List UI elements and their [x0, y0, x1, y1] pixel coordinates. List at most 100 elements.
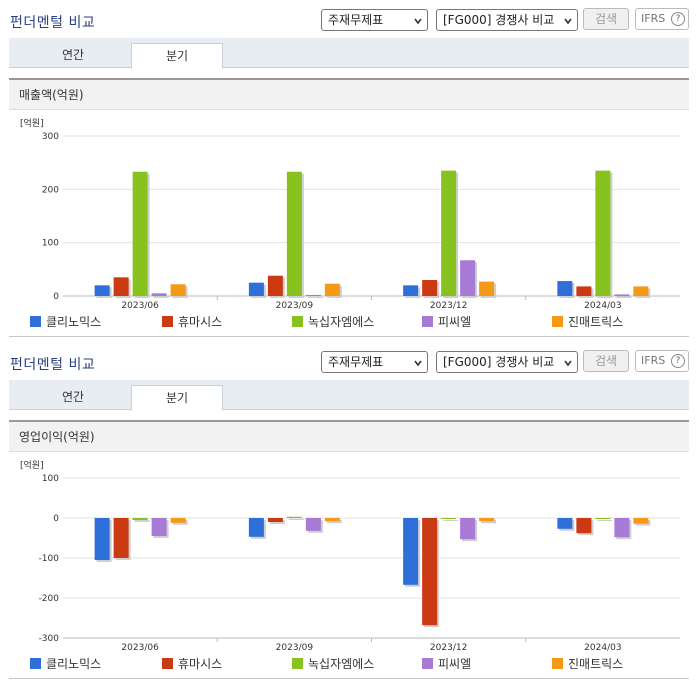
bar-shadow: [307, 296, 323, 298]
bar: [576, 518, 592, 534]
tab-quarter[interactable]: 분기: [131, 43, 223, 69]
bar: [113, 518, 129, 558]
y-tick-label: -100: [39, 554, 60, 564]
statement-select-value: 주재무제표: [328, 355, 384, 369]
legend-swatch: [552, 316, 563, 327]
ifrs-button[interactable]: IFRS ?: [635, 8, 689, 30]
divider: [9, 336, 689, 337]
bar: [595, 170, 611, 296]
legend-item[interactable]: 클리노믹스: [30, 313, 101, 329]
bar: [248, 282, 264, 296]
legend-label: 진매트릭스: [568, 657, 624, 671]
fundamental-panel-sales: 펀더멘털 비교 주재무제표 [FG000] 경쟁사 비교 검색 IFRS ? 연…: [9, 8, 689, 337]
x-tick-label: 2023/09: [276, 301, 314, 310]
legend-label: 녹십자엠에스: [308, 657, 375, 671]
x-tick-label: 2023/06: [121, 301, 159, 310]
legend-swatch: [552, 658, 563, 669]
legend-item[interactable]: 피씨엘: [422, 655, 471, 671]
statement-select[interactable]: 주재무제표: [321, 351, 428, 373]
chart-legend: 클리노믹스 휴마시스 녹십자엠에스 피씨엘 진매트릭스: [30, 655, 670, 671]
bar: [132, 518, 148, 520]
x-tick-label: 2023/09: [276, 643, 314, 652]
legend-item[interactable]: 녹십자엠에스: [292, 313, 374, 329]
operating-income-bar-chart: [억원] 100 0 -100 -200 -300 2023/06 2023/09 2023/1…: [20, 459, 680, 652]
bar: [614, 518, 630, 538]
tab-quarter[interactable]: 분기: [131, 385, 223, 411]
bar-shadow: [597, 520, 613, 521]
legend-swatch: [162, 658, 173, 669]
bar-shadow: [443, 520, 459, 521]
y-tick-label: 100: [42, 474, 59, 484]
legend-label: 피씨엘: [438, 315, 472, 329]
bar-shadow: [616, 296, 632, 298]
bar: [267, 275, 283, 296]
legend-item[interactable]: 진매트릭스: [552, 313, 623, 329]
bar: [267, 518, 283, 522]
legend-item[interactable]: 클리노믹스: [30, 655, 101, 671]
legend-swatch: [422, 316, 433, 327]
y-tick-label: 0: [53, 292, 59, 302]
bar-shadow: [153, 295, 169, 298]
fundamental-panel-operating-income: 펀더멘털 비교 주재무제표 [FG000] 경쟁사 비교 검색 IFRS ? 연…: [0, 342, 696, 684]
bar: [422, 518, 438, 626]
legend-label: 피씨엘: [438, 657, 472, 671]
bar: [460, 260, 476, 296]
bar: [633, 518, 649, 524]
period-tabs: 연간 분기: [9, 38, 689, 69]
y-tick-label: 0: [53, 514, 59, 524]
chevron-down-icon: [414, 18, 422, 25]
ifrs-label: IFRS: [641, 12, 666, 25]
peer-select[interactable]: [FG000] 경쟁사 비교: [436, 9, 578, 31]
ifrs-button[interactable]: IFRS ?: [635, 350, 689, 372]
legend-label: 진매트릭스: [568, 315, 624, 329]
legend-label: 녹십자엠에스: [308, 315, 375, 329]
unit-label: [억원]: [20, 117, 44, 129]
legend-item[interactable]: 피씨엘: [422, 313, 471, 329]
help-icon[interactable]: ?: [671, 12, 685, 26]
bar: [460, 518, 476, 540]
bar-shadow: [481, 520, 497, 524]
help-icon[interactable]: ?: [671, 354, 685, 368]
statement-select[interactable]: 주재무제표: [321, 9, 428, 31]
legend-label: 휴마시스: [178, 657, 223, 671]
x-tick-label: 2024/03: [584, 301, 621, 310]
legend-item[interactable]: 휴마시스: [162, 655, 222, 671]
chart-title: 매출액(억원): [9, 78, 689, 110]
legend-item[interactable]: 녹십자엠에스: [292, 655, 374, 671]
bar: [422, 280, 438, 296]
bar: [441, 518, 457, 519]
peer-select[interactable]: [FG000] 경쟁사 비교: [436, 351, 578, 373]
chart-legend: 클리노믹스 휴마시스 녹십자엠에스 피씨엘 진매트릭스: [30, 313, 670, 329]
legend-swatch: [30, 658, 41, 669]
bar: [170, 518, 186, 523]
y-tick-label: 200: [42, 185, 59, 195]
peer-select-value: [FG000] 경쟁사 비교: [443, 13, 555, 27]
tab-annual[interactable]: 연간: [61, 390, 85, 404]
bar: [151, 293, 167, 296]
y-tick-label: -200: [39, 594, 60, 604]
chevron-down-icon: [564, 18, 572, 25]
bar: [113, 277, 129, 296]
search-button[interactable]: 검색: [583, 8, 629, 30]
legend-label: 클리노믹스: [46, 657, 102, 671]
bar: [305, 294, 321, 296]
ifrs-label: IFRS: [641, 354, 666, 367]
y-tick-label: 100: [42, 239, 59, 249]
legend-item[interactable]: 진매트릭스: [552, 655, 623, 671]
bar: [170, 284, 186, 296]
bar: [576, 286, 592, 296]
bar: [614, 294, 630, 296]
legend-swatch: [30, 316, 41, 327]
bar: [324, 518, 340, 522]
legend-label: 클리노믹스: [46, 315, 102, 329]
bar: [151, 518, 167, 536]
peer-select-value: [FG000] 경쟁사 비교: [443, 355, 555, 369]
bar: [403, 518, 419, 585]
bar: [132, 171, 148, 296]
x-tick-label: 2023/06: [121, 643, 159, 652]
legend-item[interactable]: 휴마시스: [162, 313, 222, 329]
bar: [633, 286, 649, 296]
tab-annual[interactable]: 연간: [61, 48, 85, 62]
statement-select-value: 주재무제표: [328, 13, 384, 27]
search-button[interactable]: 검색: [583, 350, 629, 372]
